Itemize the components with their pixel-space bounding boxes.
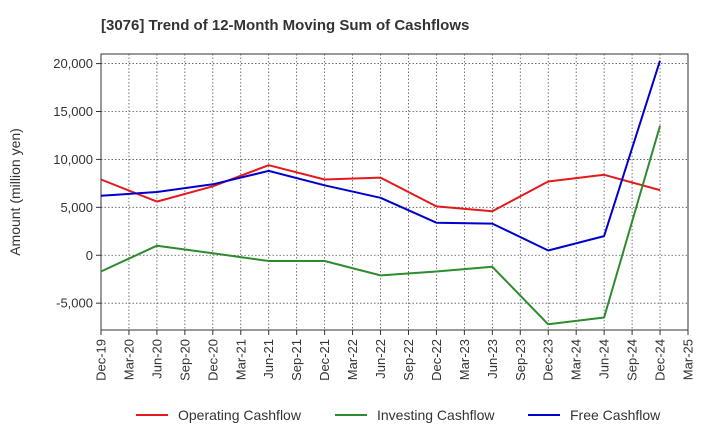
x-tick-label: Sep-21 <box>289 339 304 381</box>
x-tick-label: Mar-21 <box>233 339 248 380</box>
x-tick-label: Dec-24 <box>653 339 668 381</box>
x-tick-label: Dec-20 <box>205 339 220 381</box>
y-axis-ticks: -5,000 0 5,000 10,000 15,000 20,000 <box>53 56 101 311</box>
x-tick-label: Sep-20 <box>177 339 192 381</box>
chart-title: [3076] Trend of 12-Month Moving Sum of C… <box>101 17 469 34</box>
x-tick-label: Dec-21 <box>317 339 332 381</box>
x-tick-label: Dec-19 <box>94 339 109 381</box>
x-tick-label: Jun-24 <box>597 339 612 379</box>
x-tick-label: Mar-25 <box>681 339 696 380</box>
x-tick-label: Jun-23 <box>485 339 500 379</box>
x-tick-label: Mar-24 <box>569 339 584 380</box>
grid <box>100 54 689 330</box>
series-line-free-cashflow <box>100 60 661 252</box>
y-tick-label: 15,000 <box>53 104 93 119</box>
x-tick-label: Jun-21 <box>261 339 276 379</box>
y-tick-label: 20,000 <box>53 56 93 71</box>
y-tick-label: 5,000 <box>60 200 93 215</box>
x-tick-label: Mar-22 <box>345 339 360 380</box>
x-tick-label: Jun-20 <box>149 339 164 379</box>
y-tick-label: 0 <box>86 248 93 263</box>
x-tick-label: Sep-22 <box>401 339 416 381</box>
x-tick-label: Mar-23 <box>457 339 472 380</box>
x-tick-label: Jun-22 <box>373 339 388 379</box>
series-lines <box>100 60 661 326</box>
x-tick-label: Sep-23 <box>513 339 528 381</box>
x-tick-label: Mar-20 <box>121 339 136 380</box>
x-tick-label: Dec-23 <box>541 339 556 381</box>
y-tick-label: 10,000 <box>53 152 93 167</box>
legend-label: Free Cashflow <box>570 407 661 423</box>
y-axis-label: Amount (million yen) <box>7 128 23 256</box>
x-tick-label: Dec-22 <box>429 339 444 381</box>
legend-label: Operating Cashflow <box>178 407 302 423</box>
x-tick-label: Sep-24 <box>625 339 640 381</box>
legend-label: Investing Cashflow <box>377 407 495 423</box>
y-tick-label: -5,000 <box>56 296 93 311</box>
series-line-operating-cashflow <box>100 164 661 213</box>
plot-area <box>100 53 689 331</box>
x-axis-ticks: Dec-19 Mar-20 Jun-20 Sep-20 Dec-20 Mar-21 Jun-… <box>94 330 696 381</box>
series-line-investing-cashflow <box>100 125 661 326</box>
legend: Operating Cashflow Investing Cashflow Free… <box>136 407 661 423</box>
